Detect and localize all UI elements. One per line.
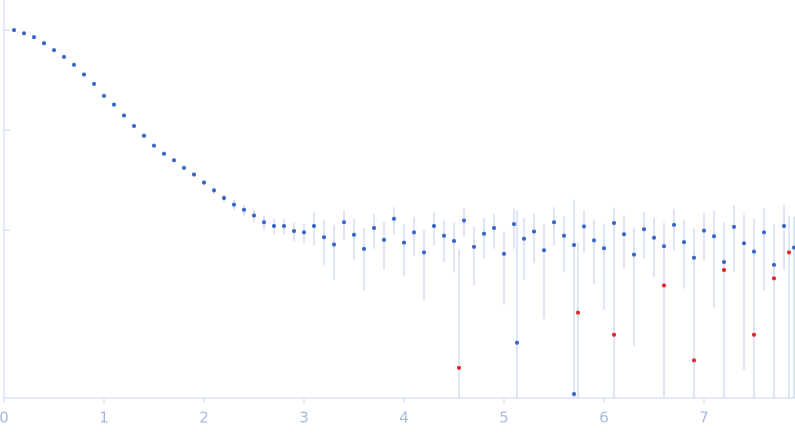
data-point bbox=[662, 283, 666, 288]
data-point bbox=[472, 244, 476, 249]
data-point bbox=[612, 332, 616, 337]
data-point bbox=[192, 172, 196, 177]
data-point bbox=[122, 113, 126, 118]
data-point bbox=[682, 240, 686, 245]
data-point bbox=[302, 230, 306, 235]
data-point bbox=[542, 248, 546, 253]
x-tick-label: 5 bbox=[499, 409, 509, 427]
data-point bbox=[322, 235, 326, 240]
data-point bbox=[602, 246, 606, 251]
data-point bbox=[502, 251, 506, 256]
data-point bbox=[382, 237, 386, 242]
data-point bbox=[152, 143, 156, 148]
x-tick-label: 1 bbox=[99, 409, 109, 427]
data-point bbox=[342, 220, 346, 225]
data-point bbox=[352, 232, 356, 237]
data-point bbox=[457, 365, 461, 370]
data-point bbox=[262, 220, 266, 225]
data-point bbox=[242, 207, 246, 212]
data-point bbox=[272, 224, 276, 229]
data-point bbox=[282, 224, 286, 229]
data-point bbox=[622, 232, 626, 237]
data-point bbox=[102, 93, 106, 98]
data-point bbox=[732, 224, 736, 229]
data-point bbox=[462, 218, 466, 223]
data-point bbox=[787, 250, 791, 255]
data-point bbox=[312, 224, 316, 229]
x-tick-label: 2 bbox=[199, 409, 209, 427]
data-point bbox=[552, 220, 556, 225]
data-point bbox=[42, 41, 46, 46]
data-point bbox=[722, 267, 726, 272]
data-point bbox=[112, 102, 116, 107]
data-point bbox=[392, 216, 396, 221]
data-point bbox=[532, 229, 536, 234]
x-tick-label: 6 bbox=[599, 409, 609, 427]
data-point bbox=[512, 222, 516, 227]
data-point bbox=[642, 227, 646, 232]
data-point bbox=[202, 180, 206, 185]
data-point bbox=[62, 54, 66, 59]
data-point bbox=[52, 48, 56, 53]
data-point bbox=[172, 158, 176, 163]
data-point bbox=[482, 231, 486, 236]
data-point bbox=[712, 234, 716, 239]
data-point bbox=[772, 262, 776, 267]
data-point bbox=[722, 260, 726, 265]
data-point bbox=[222, 195, 226, 200]
data-point bbox=[372, 226, 376, 231]
data-point bbox=[572, 243, 576, 248]
data-point bbox=[432, 224, 436, 229]
data-point bbox=[162, 151, 166, 156]
data-point bbox=[232, 202, 236, 207]
data-point bbox=[782, 224, 786, 229]
x-tick-label: 4 bbox=[399, 409, 409, 427]
data-point bbox=[142, 133, 146, 138]
data-point bbox=[652, 235, 656, 240]
data-point bbox=[82, 72, 86, 77]
data-point bbox=[592, 238, 596, 243]
data-point bbox=[212, 188, 216, 193]
data-point bbox=[742, 241, 746, 246]
data-point bbox=[292, 229, 296, 234]
data-point bbox=[515, 340, 519, 345]
data-point bbox=[492, 226, 496, 231]
data-point bbox=[92, 81, 96, 86]
data-point bbox=[12, 28, 16, 33]
data-point bbox=[422, 250, 426, 255]
data-point bbox=[762, 230, 766, 235]
data-point bbox=[402, 240, 406, 245]
x-tick-label: 7 bbox=[699, 409, 709, 427]
data-point bbox=[562, 233, 566, 238]
data-point bbox=[772, 276, 776, 281]
data-point bbox=[252, 213, 256, 218]
data-point bbox=[702, 228, 706, 233]
data-point bbox=[576, 310, 580, 315]
x-tick-label: 0 bbox=[0, 409, 9, 427]
data-point bbox=[522, 236, 526, 241]
data-point bbox=[632, 252, 636, 257]
data-point bbox=[612, 220, 616, 225]
data-point bbox=[752, 332, 756, 337]
data-point bbox=[692, 255, 696, 260]
data-point bbox=[72, 62, 76, 67]
x-tick-label: 3 bbox=[299, 409, 309, 427]
data-point bbox=[182, 165, 186, 170]
data-point bbox=[332, 242, 336, 247]
data-point bbox=[662, 244, 666, 249]
data-point bbox=[362, 246, 366, 251]
data-point bbox=[752, 249, 756, 254]
data-point bbox=[32, 35, 36, 40]
data-point bbox=[22, 31, 26, 36]
data-point bbox=[672, 222, 676, 227]
data-point bbox=[692, 358, 696, 363]
data-point bbox=[792, 245, 795, 250]
data-point bbox=[412, 230, 416, 235]
data-point bbox=[452, 238, 456, 243]
data-point bbox=[582, 224, 586, 229]
data-point bbox=[132, 124, 136, 129]
data-point bbox=[572, 392, 576, 397]
data-point bbox=[442, 233, 446, 238]
